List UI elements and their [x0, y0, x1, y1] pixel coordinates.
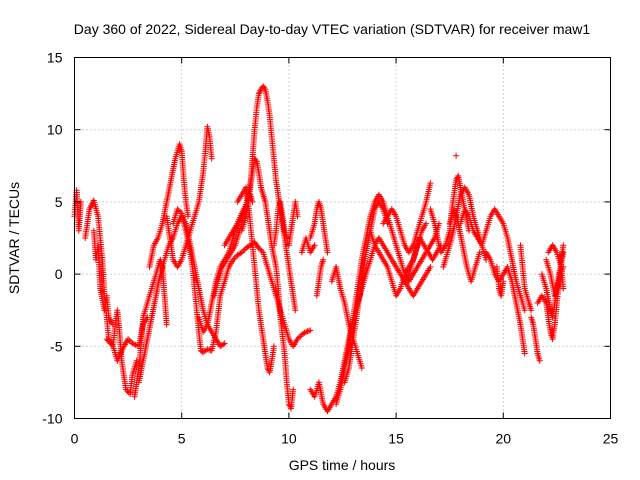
data-point-markers	[71, 83, 567, 415]
y-tick-label: -10	[42, 411, 62, 427]
y-axis-label: SDTVAR / TECUs	[6, 182, 22, 294]
y-tick-label: 0	[55, 266, 63, 282]
series-points	[71, 83, 567, 415]
y-tick-label: 5	[55, 194, 63, 210]
y-tick-label: 10	[47, 122, 63, 138]
x-axis-label: GPS time / hours	[289, 457, 396, 473]
x-tick-label: 15	[388, 431, 404, 447]
data-points	[71, 83, 567, 415]
chart-title: Day 360 of 2022, Sidereal Day-to-day VTE…	[74, 21, 591, 37]
x-tick-label: 0	[71, 431, 79, 447]
axes: 0 5 10 15 20 25 -10 -5 0 5 10 15	[42, 50, 618, 447]
y-tick-label: -5	[50, 338, 63, 354]
grid-lines	[74, 57, 611, 419]
y-tick-label: 15	[47, 50, 63, 66]
x-tick-label: 25	[603, 431, 619, 447]
x-tick-label: 20	[496, 431, 512, 447]
plot-frame	[74, 57, 611, 419]
x-tick-label: 5	[178, 431, 186, 447]
x-tick-label: 10	[281, 431, 297, 447]
